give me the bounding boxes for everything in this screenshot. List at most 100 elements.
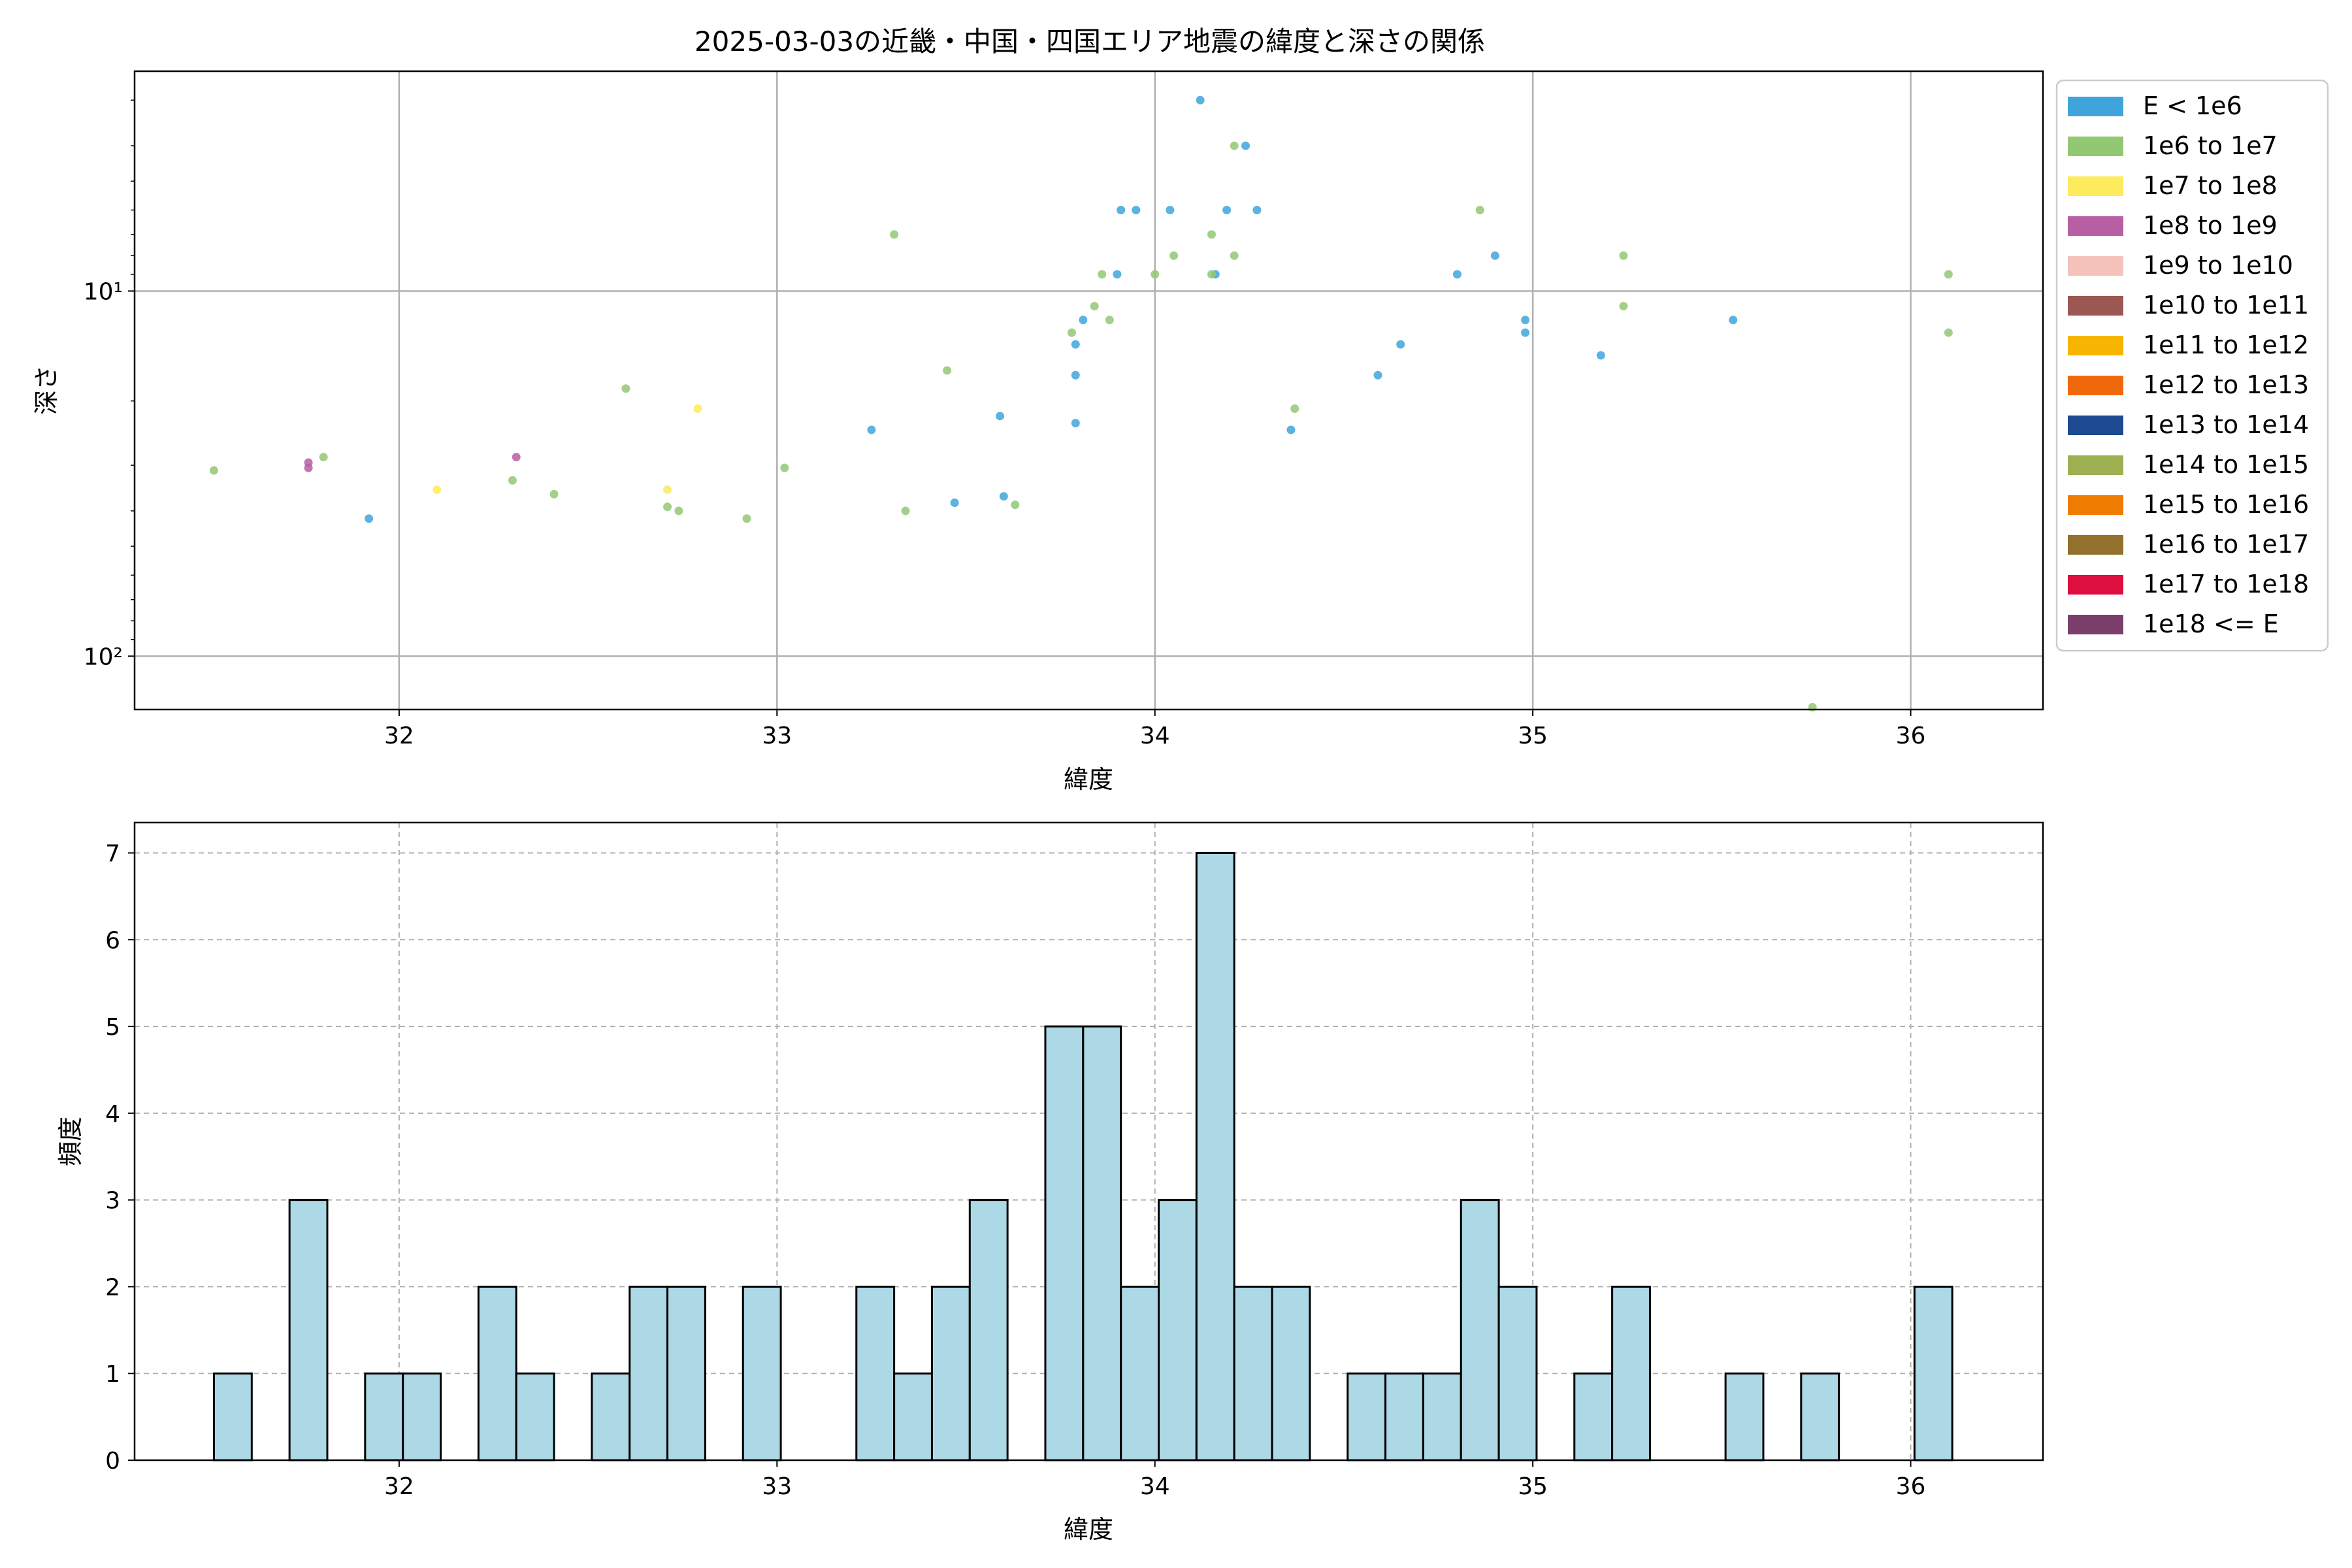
histogram-y-tick-label: 7: [105, 840, 120, 867]
legend-label: 1e14 to 1e15: [2143, 450, 2309, 479]
legend-label: 1e13 to 1e14: [2143, 410, 2309, 439]
scatter-point: [365, 514, 374, 523]
histogram-bar: [1384, 1372, 1424, 1462]
scatter-point: [512, 453, 521, 462]
scatter-x-tick-label: 33: [762, 723, 792, 749]
scatter-plot-frame: [133, 70, 2044, 711]
scatter-point: [508, 476, 517, 485]
scatter-x-tick-label: 36: [1896, 723, 1926, 749]
scatter-point: [950, 498, 959, 507]
legend-label: 1e9 to 1e10: [2143, 251, 2293, 280]
scatter-y-tick-label: 10²: [84, 644, 123, 670]
histogram-bar: [402, 1372, 442, 1462]
legend-label: 1e10 to 1e11: [2143, 291, 2309, 319]
scatter-point: [549, 489, 559, 498]
histogram-bars: [212, 851, 1953, 1462]
scatter-point: [1490, 251, 1499, 260]
scatter-point: [1521, 328, 1530, 337]
histogram-x-tick-label: 32: [384, 1473, 414, 1500]
legend-swatch: [2068, 615, 2123, 634]
histogram-x-tick-label: 36: [1896, 1473, 1926, 1500]
scatter-point: [1098, 270, 1107, 279]
histogram-y-tick-label: 3: [105, 1188, 120, 1215]
legend-swatch: [2068, 455, 2123, 475]
scatter-point: [1252, 205, 1262, 214]
scatter-point: [943, 366, 952, 375]
histogram-bar: [855, 1285, 896, 1462]
scatter-point: [1011, 500, 1020, 510]
histogram-y-ticks: 0 1 2 3 4 5 6 7: [105, 840, 135, 1475]
legend-label: 1e8 to 1e9: [2143, 211, 2278, 240]
scatter-point: [1452, 270, 1462, 279]
scatter-y-ticks: 10¹ 10²: [84, 99, 135, 670]
histogram-x-axis-label: 緯度: [1064, 1515, 1113, 1544]
legend-swatch: [2068, 176, 2123, 196]
scatter-point: [674, 506, 683, 515]
legend-label: 1e15 to 1e16: [2143, 490, 2309, 519]
histogram-bar: [742, 1285, 782, 1462]
scatter-point: [1132, 205, 1141, 214]
legend-items: E < 1e6 1e6 to 1e7 1e7 to 1e8 1e8 to 1e9 1e9…: [2068, 91, 2309, 638]
legend-label: 1e7 to 1e8: [2143, 171, 2278, 200]
scatter-point: [1169, 251, 1179, 260]
scatter-point: [1071, 340, 1080, 349]
histogram-y-axis-label: 頻度: [56, 1117, 85, 1166]
histogram-bar: [893, 1372, 933, 1462]
scatter-point: [1230, 141, 1239, 150]
scatter-point: [901, 506, 910, 515]
histogram-y-tick-label: 1: [105, 1361, 120, 1388]
scatter-x-tick-label: 35: [1518, 723, 1548, 749]
legend-swatch: [2068, 336, 2123, 355]
histogram-bar: [1195, 851, 1235, 1462]
histogram-bar: [1347, 1372, 1387, 1462]
scatter-point: [621, 384, 630, 393]
scatter-point: [999, 492, 1008, 501]
histogram-bar: [515, 1372, 555, 1462]
histogram-bar: [477, 1285, 517, 1462]
scatter-point: [1944, 328, 1953, 337]
legend-box: [2055, 79, 2329, 652]
histogram-bar: [1082, 1025, 1122, 1462]
scatter-point: [433, 485, 442, 495]
scatter-point: [1241, 141, 1250, 150]
scatter-y-axis-label: 深さ: [32, 365, 61, 415]
histogram-bar: [288, 1199, 329, 1462]
scatter-x-ticks: 32 33 34 35 36: [384, 710, 1925, 749]
scatter-grid: [135, 71, 2043, 710]
histogram-bar: [968, 1199, 1009, 1462]
scatter-point: [1117, 205, 1126, 214]
scatter-point: [1222, 205, 1232, 214]
scatter-point: [1619, 302, 1628, 311]
histogram-bar: [1573, 1372, 1614, 1462]
histogram-bar: [629, 1285, 669, 1462]
histogram-x-tick-label: 33: [762, 1473, 792, 1500]
legend-label: 1e16 to 1e17: [2143, 530, 2309, 559]
legend-label: 1e17 to 1e18: [2143, 570, 2309, 598]
histogram-bar: [1422, 1372, 1462, 1462]
scatter-point: [1151, 270, 1160, 279]
legend-label: E < 1e6: [2143, 91, 2242, 120]
histogram-y-tick-label: 2: [105, 1274, 120, 1301]
scatter-point: [742, 514, 751, 523]
scatter-x-axis-label: 緯度: [1064, 765, 1113, 794]
scatter-point: [1521, 316, 1530, 325]
scatter-point: [1079, 316, 1088, 325]
scatter-panel: 2025-03-03の近畿・中国・四国エリア地震の緯度と深さの関係 32 33 34…: [32, 25, 2329, 794]
legend-swatch: [2068, 256, 2123, 276]
histogram-x-ticks: 32 33 34 35 36: [384, 1460, 1925, 1500]
histogram-y-tick-label: 5: [105, 1014, 120, 1041]
scatter-point: [1729, 316, 1738, 325]
histogram-bar: [1611, 1285, 1651, 1462]
histogram-bar: [930, 1285, 971, 1462]
legend-swatch: [2068, 296, 2123, 316]
scatter-points: [209, 95, 1953, 712]
legend-swatch: [2068, 575, 2123, 595]
histogram-bar: [1271, 1285, 1311, 1462]
legend-swatch: [2068, 137, 2123, 156]
histogram-y-tick-label: 4: [105, 1101, 120, 1128]
legend-swatch: [2068, 416, 2123, 435]
scatter-point: [663, 485, 672, 495]
scatter-point: [1596, 351, 1605, 360]
scatter-point: [1071, 419, 1080, 428]
